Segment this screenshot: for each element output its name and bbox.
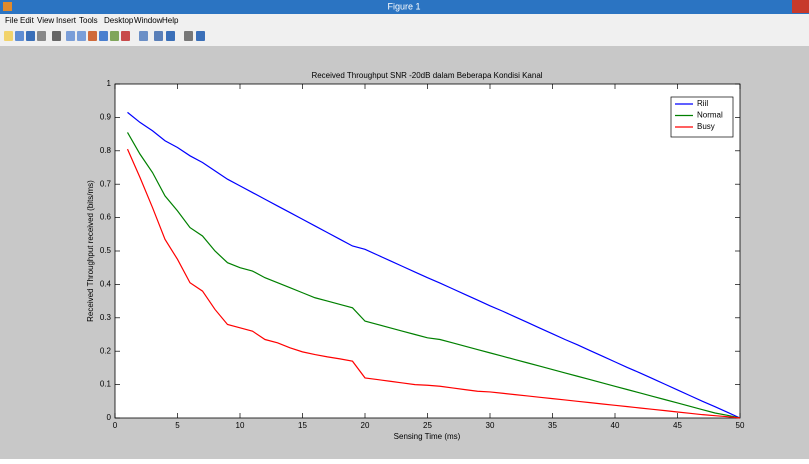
toolbar-button[interactable] [110, 31, 119, 41]
series-line [126, 148, 741, 419]
y-tick-label: 0.5 [100, 246, 112, 255]
x-tick-label: 45 [673, 421, 682, 430]
y-tick-label: 0 [107, 413, 112, 422]
series-line [127, 111, 741, 419]
series-line [126, 132, 741, 419]
y-tick-label: 0.9 [100, 113, 112, 122]
toolbar-button[interactable] [77, 31, 86, 41]
app-icon [3, 2, 12, 11]
toolbar-button[interactable] [184, 31, 193, 41]
toolbar-button[interactable] [154, 31, 163, 41]
menu-item[interactable]: Help [162, 16, 179, 25]
x-tick-label: 35 [548, 421, 557, 430]
menu-item[interactable]: View [37, 16, 54, 25]
axes [114, 83, 741, 419]
x-tick-label: 40 [611, 421, 620, 430]
x-tick-label: 15 [298, 421, 307, 430]
toolbar-button[interactable] [52, 31, 61, 41]
window-title: Figure 1 [387, 1, 420, 11]
toolbar-button[interactable] [26, 31, 35, 41]
toolbar-button[interactable] [15, 31, 24, 41]
y-tick-label: 0.7 [100, 179, 112, 188]
y-axis-label: Received Throughput received (bits/ms) [86, 180, 95, 322]
y-tick-label: 0.3 [100, 313, 112, 322]
toolbar-button[interactable] [121, 31, 130, 41]
y-tick-label: 0.6 [100, 213, 112, 222]
menu-bar [0, 14, 809, 28]
toolbar-button[interactable] [139, 31, 148, 41]
menu-item[interactable]: Desktop [104, 16, 134, 25]
title-bar [0, 0, 809, 14]
toolbar-button[interactable] [37, 31, 46, 41]
x-tick-label: 25 [423, 421, 432, 430]
y-tick-label: 1 [107, 79, 112, 88]
x-tick-label: 0 [113, 421, 118, 430]
x-tick-label: 5 [175, 421, 180, 430]
y-tick-label: 0.4 [100, 280, 112, 289]
toolbar-button[interactable] [4, 31, 13, 41]
toolbar-button[interactable] [88, 31, 97, 41]
maximize-button[interactable] [776, 0, 792, 13]
legend-label: Normal [697, 111, 723, 120]
close-button[interactable] [792, 0, 809, 13]
x-tick-label: 20 [361, 421, 370, 430]
menu-items: File Edit View Insert Tools Desktop Window Help [5, 16, 179, 25]
y-tick-label: 0.8 [100, 146, 112, 155]
minimize-button[interactable] [760, 0, 776, 13]
chart-title: Received Throughput SNR -20dB dalam Bebe… [311, 71, 542, 80]
legend-label: Riil [697, 99, 708, 108]
toolbar-button[interactable] [99, 31, 108, 41]
menu-item[interactable]: Tools [79, 16, 98, 25]
menu-item[interactable]: Edit [20, 16, 35, 25]
x-axis-label: Sensing Time (ms) [394, 432, 461, 441]
menu-item[interactable]: Window [134, 16, 163, 25]
x-tick-label: 50 [736, 421, 745, 430]
x-tick-label: 10 [236, 421, 245, 430]
y-tick-label: 0.1 [100, 380, 112, 389]
toolbar-button[interactable] [66, 31, 75, 41]
x-tick-label: 30 [486, 421, 495, 430]
legend-label: Busy [697, 122, 715, 131]
toolbar-button[interactable] [166, 31, 175, 41]
toolbar-button[interactable] [196, 31, 205, 41]
menu-item[interactable]: Insert [56, 16, 77, 25]
menu-item[interactable]: File [5, 16, 18, 25]
y-tick-label: 0.2 [100, 346, 112, 355]
